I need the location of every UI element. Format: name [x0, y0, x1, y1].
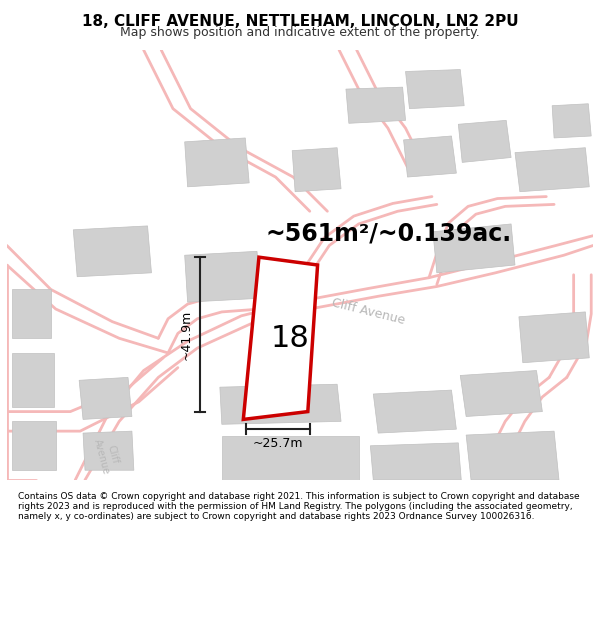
Polygon shape [12, 353, 54, 407]
Text: Contains OS data © Crown copyright and database right 2021. This information is : Contains OS data © Crown copyright and d… [18, 492, 580, 521]
Polygon shape [515, 148, 589, 192]
Polygon shape [83, 431, 134, 470]
Polygon shape [346, 87, 406, 123]
Text: ~41.9m: ~41.9m [179, 309, 193, 359]
Polygon shape [458, 121, 511, 162]
Polygon shape [404, 136, 457, 177]
Text: 18, CLIFF AVENUE, NETTLEHAM, LINCOLN, LN2 2PU: 18, CLIFF AVENUE, NETTLEHAM, LINCOLN, LN… [82, 14, 518, 29]
Polygon shape [220, 384, 341, 424]
Polygon shape [370, 443, 461, 480]
Polygon shape [79, 378, 132, 419]
Polygon shape [433, 224, 515, 273]
Polygon shape [244, 257, 317, 419]
Text: Cliff
Avenue: Cliff Avenue [92, 435, 122, 476]
Polygon shape [460, 371, 542, 416]
Polygon shape [73, 226, 151, 277]
Polygon shape [406, 69, 464, 109]
Polygon shape [185, 138, 249, 187]
Polygon shape [292, 148, 341, 192]
Polygon shape [373, 390, 457, 433]
Polygon shape [552, 104, 591, 138]
Text: ~25.7m: ~25.7m [253, 437, 303, 450]
Polygon shape [222, 436, 359, 480]
Polygon shape [466, 431, 559, 480]
Polygon shape [12, 421, 56, 470]
Text: 18: 18 [271, 324, 309, 352]
Text: ~561m²/~0.139ac.: ~561m²/~0.139ac. [266, 221, 512, 246]
Polygon shape [519, 312, 589, 362]
Text: Cliff Avenue: Cliff Avenue [331, 296, 406, 328]
Polygon shape [12, 289, 51, 338]
Text: Map shows position and indicative extent of the property.: Map shows position and indicative extent… [120, 26, 480, 39]
Polygon shape [185, 251, 261, 302]
